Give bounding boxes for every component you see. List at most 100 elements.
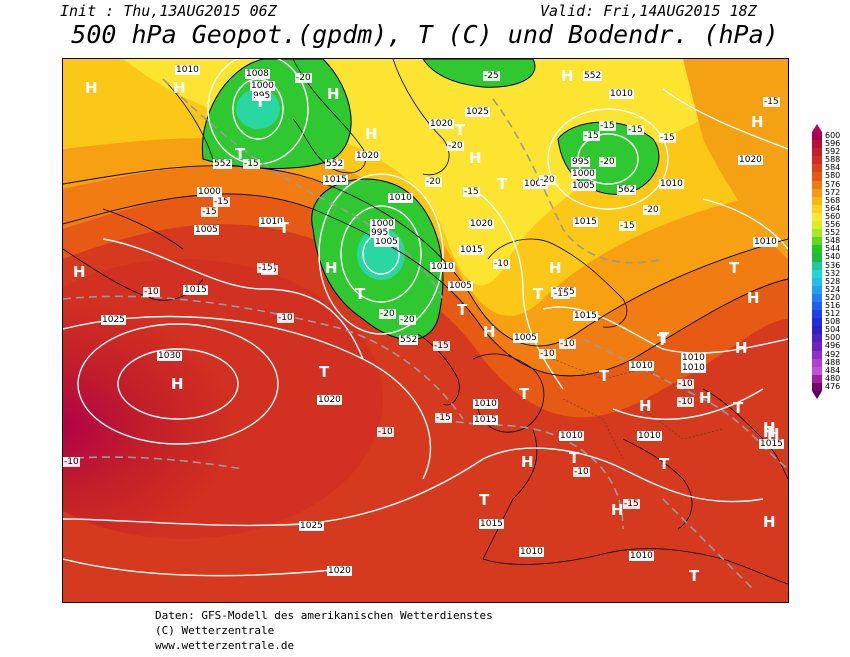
legend-entry: 552 (812, 228, 850, 238)
legend-entry: 540 (812, 252, 850, 262)
legend-value: 536 (825, 260, 841, 270)
center-marker: T (519, 385, 530, 403)
center-marker: T (599, 367, 610, 385)
pressure-label: 552 (213, 159, 233, 169)
legend-swatch (812, 382, 822, 391)
temp-label: -15 (659, 133, 676, 143)
temp-label: -15 (619, 221, 636, 231)
center-marker: T (569, 449, 580, 467)
temp-label: -15 (623, 499, 640, 509)
legend-swatch (812, 156, 822, 165)
legend-swatch (812, 204, 822, 213)
center-marker: T (279, 219, 290, 237)
center-marker: H (751, 113, 764, 131)
pressure-label: 1010 (629, 551, 654, 561)
pressure-label: 1005 (374, 237, 399, 247)
temp-label: -15 (243, 159, 260, 169)
temp-label: -10 (277, 313, 294, 323)
legend-value: 492 (825, 349, 841, 359)
legend-swatch (812, 180, 822, 189)
pressure-label: 1025 (465, 107, 490, 117)
center-marker: H (325, 259, 338, 277)
legend-entry: 544 (812, 244, 850, 254)
low-north (422, 59, 536, 88)
pressure-label: 552 (325, 159, 345, 169)
center-marker: T (497, 175, 508, 193)
temp-label: -10 (377, 427, 394, 437)
legend-entry: 564 (812, 204, 850, 213)
pressure-label: 1010 (629, 361, 654, 371)
temp-label: -10 (573, 467, 590, 477)
pressure-label: 1015 (183, 285, 208, 295)
temp-label: -20 (425, 177, 442, 187)
legend-value: 488 (825, 357, 841, 367)
legend-value: 572 (825, 187, 841, 197)
center-marker: H (73, 263, 86, 281)
center-marker: T (457, 301, 468, 319)
legend-swatch (812, 148, 822, 157)
temp-label: -15 (433, 341, 450, 351)
legend-entry: 568 (812, 196, 850, 205)
legend-value: 532 (825, 268, 841, 278)
pressure-label: 1010 (637, 431, 662, 441)
legend-value: 524 (825, 284, 841, 294)
legend-entry: 500 (812, 333, 850, 343)
temp-label: -20 (399, 315, 416, 325)
temp-label: -15 (553, 289, 570, 299)
pressure-label: 1010 (681, 353, 706, 363)
legend-swatch (812, 358, 822, 367)
pressure-label: 1015 (473, 415, 498, 425)
center-marker: H (763, 513, 776, 531)
center-marker: T (355, 285, 366, 303)
legend-swatch (812, 366, 822, 375)
legend-value: 504 (825, 325, 841, 335)
legend-value: 588 (825, 155, 841, 165)
temp-label: -25 (483, 71, 500, 81)
center-marker: H (85, 79, 98, 97)
legend-swatch (812, 342, 822, 351)
pressure-label: 562 (617, 185, 637, 195)
center-marker: H (483, 323, 496, 341)
pressure-label: 1015 (479, 519, 504, 529)
temp-label: -20 (447, 141, 464, 151)
footer-url[interactable]: www.wetterzentrale.de (155, 639, 295, 652)
legend-value: 476 (825, 381, 841, 391)
legend-swatch (812, 172, 822, 181)
temp-label: -15 (201, 207, 218, 217)
pressure-label: 1000 (370, 219, 395, 229)
legend-swatch (812, 285, 822, 294)
legend-value: 544 (825, 244, 841, 254)
legend-swatch (812, 269, 822, 278)
legend-swatch (812, 212, 822, 222)
pressure-label: 1005 (194, 225, 219, 235)
legend-value: 576 (825, 179, 841, 189)
legend-entry: 492 (812, 349, 850, 359)
center-marker: H (611, 501, 624, 519)
legend-value: 500 (825, 333, 841, 343)
pressure-label: 1025 (101, 315, 126, 325)
legend-entry: 532 (812, 268, 850, 278)
legend-value: 508 (825, 317, 841, 327)
legend-swatch (812, 261, 822, 270)
center-marker: T (689, 567, 700, 585)
temp-label: -10 (143, 287, 160, 297)
valid-time: Valid: Fri,14AUG2015 18Z (540, 2, 757, 20)
center-marker: H (173, 79, 186, 97)
legend-entry: 576 (812, 179, 850, 189)
legend-entry: 508 (812, 317, 850, 327)
legend-bottom-arrow (812, 391, 822, 399)
pressure-label: 995 (370, 228, 390, 238)
center-marker: H (763, 423, 776, 441)
pressure-label: 1010 (175, 65, 200, 75)
pressure-label: 1010 (681, 363, 706, 373)
legend-entry: 560 (812, 212, 850, 222)
legend-entry: 516 (812, 301, 850, 311)
center-marker: H (549, 259, 562, 277)
footer-copyright: (C) Wetterzentrale (155, 624, 275, 637)
pressure-label: 1010 (753, 237, 778, 247)
center-marker: T (533, 285, 544, 303)
isobars (63, 59, 788, 577)
center-marker: T (479, 491, 490, 509)
pressure-label: 1015 (573, 217, 598, 227)
temp-label: -10 (677, 379, 694, 389)
